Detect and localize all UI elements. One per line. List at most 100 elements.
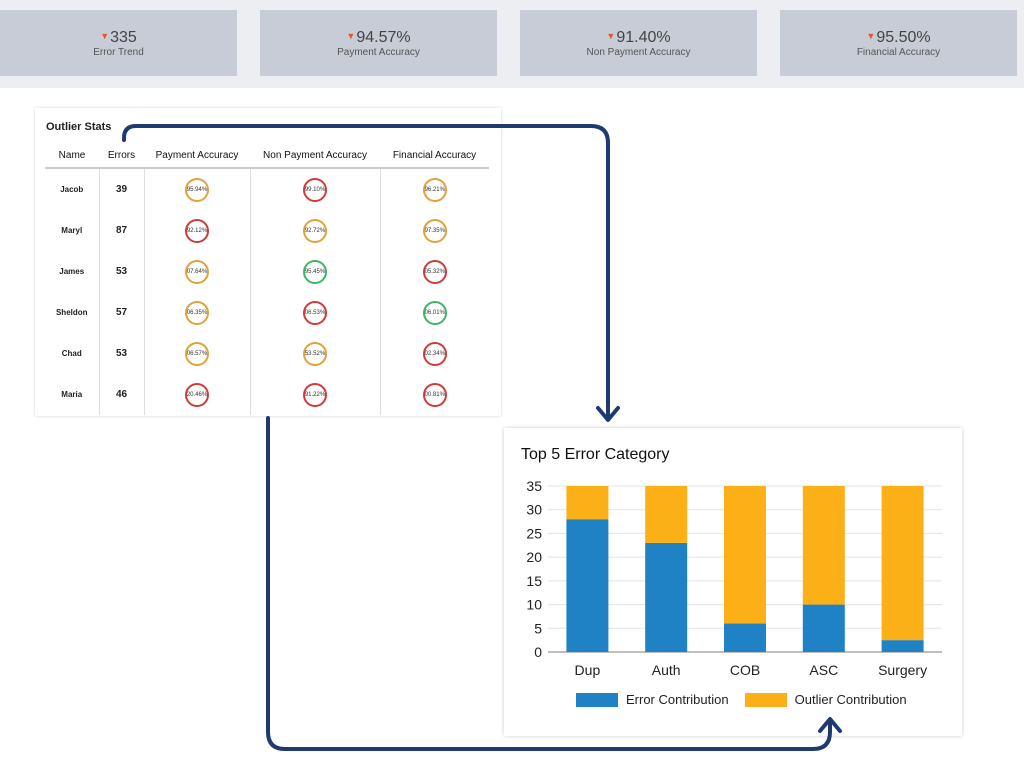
stacked-bar-chart: 0 5 10 15 20 25 30 35 Dup Auth COB ASC Surgery (526, 478, 942, 678)
cell-name: Maria (61, 390, 83, 399)
cell-payment-accuracy: 07.64% (143, 251, 250, 292)
kpi-error-trend[interactable]: ▼335 Error Trend (0, 10, 237, 76)
cell-payment-accuracy: 06.57% (143, 333, 250, 374)
legend-label: Error Contribution (626, 692, 729, 707)
cell-non-payment-accuracy: 99.10% (249, 168, 380, 210)
cell-financial-accuracy: 06.01% (379, 292, 489, 333)
cell-payment-accuracy: 95.94% (143, 168, 250, 210)
outlier-stats-table: Name Errors Payment Accuracy Non Payment… (45, 143, 489, 415)
x-tick-label: Auth (652, 662, 681, 678)
accuracy-ring[interactable]: 00.81% (422, 382, 447, 407)
accuracy-ring[interactable]: 53.52% (303, 341, 327, 366)
bar-segment-error (566, 519, 609, 652)
column-header-name[interactable]: Name (45, 143, 99, 169)
accuracy-ring[interactable]: 06.35% (185, 300, 209, 325)
down-arrow-icon: ▼ (346, 31, 356, 41)
table-row[interactable]: Chad 53 06.57% 53.52% 02.34% (45, 333, 489, 374)
kpi-label: Error Trend (93, 47, 144, 58)
kpi-label: Payment Accuracy (337, 47, 420, 58)
kpi-strip: ▼335 Error Trend ▼94.57% Payment Accurac… (0, 0, 1024, 88)
cell-errors: 53 (98, 333, 144, 374)
table-row[interactable]: Sheldon 57 06.35% 06.53% 06.01% (45, 292, 489, 333)
accuracy-ring[interactable]: 06.53% (303, 300, 327, 325)
column-header-financial-accuracy[interactable]: Financial Accuracy (380, 143, 489, 169)
accuracy-ring[interactable]: 92.12% (185, 218, 209, 243)
kpi-label: Non Payment Accuracy (586, 47, 691, 58)
kpi-value: 91.40% (616, 29, 671, 46)
table-header-row: Name Errors Payment Accuracy Non Payment… (45, 143, 489, 169)
kpi-non-payment-accuracy[interactable]: ▼91.40% Non Payment Accuracy (520, 10, 757, 76)
table-row[interactable]: Maria 46 20.46% 91.22% 00.81% (45, 374, 489, 415)
accuracy-ring[interactable]: 91.22% (303, 382, 327, 407)
x-tick-label: Surgery (878, 662, 927, 678)
cell-errors: 57 (98, 292, 144, 333)
arrowhead-icon (596, 406, 620, 422)
top-error-category-card: Top 5 Error Category 0 5 10 15 20 25 30 35 Dup Au… (504, 428, 962, 736)
column-header-payment-accuracy[interactable]: Payment Accuracy (144, 143, 250, 169)
cell-non-payment-accuracy: 95.45% (249, 251, 380, 292)
accuracy-ring[interactable]: 07.64% (185, 259, 209, 284)
y-tick-label: 15 (526, 573, 542, 589)
accuracy-ring[interactable]: 99.10% (303, 177, 327, 202)
y-tick-label: 25 (526, 525, 542, 541)
bar-segment-error (881, 640, 924, 652)
table-row[interactable]: Jacob 39 95.94% 99.10% 96.21% (45, 168, 489, 210)
accuracy-ring[interactable]: 92.72% (303, 218, 327, 243)
cell-payment-accuracy: 92.12% (143, 210, 250, 251)
cell-non-payment-accuracy: 92.72% (249, 210, 380, 251)
x-tick-label: ASC (809, 662, 838, 678)
outlier-stats-card: Outlier Stats Name Errors Payment Accura… (35, 108, 501, 416)
y-tick-label: 0 (534, 644, 542, 660)
accuracy-ring[interactable]: 95.94% (185, 177, 209, 202)
table-row[interactable]: James 53 07.64% 95.45% 05.32% (45, 251, 489, 292)
column-header-non-payment-accuracy[interactable]: Non Payment Accuracy (250, 143, 380, 169)
legend-item-outlier-contribution[interactable]: Outlier Contribution (744, 692, 907, 707)
accuracy-ring[interactable]: 06.01% (422, 300, 447, 325)
accuracy-ring[interactable]: 95.45% (303, 259, 327, 284)
cell-name: Jacob (60, 185, 84, 194)
accuracy-ring[interactable]: 05.32% (422, 259, 447, 284)
y-tick-label: 30 (526, 502, 542, 518)
x-tick-label: COB (730, 662, 760, 678)
y-tick-label: 5 (534, 620, 542, 636)
accuracy-ring[interactable]: 20.46% (185, 382, 209, 407)
kpi-value: 94.57% (356, 29, 411, 46)
accuracy-ring[interactable]: 02.34% (422, 341, 447, 366)
cell-errors: 46 (98, 374, 144, 415)
y-tick-label: 20 (526, 549, 542, 565)
cell-financial-accuracy: 96.21% (379, 168, 489, 210)
kpi-label: Financial Accuracy (856, 47, 941, 58)
cell-errors: 87 (98, 210, 144, 251)
legend-swatch (744, 692, 787, 707)
cell-non-payment-accuracy: 53.52% (249, 333, 380, 374)
bar-segment-outlier (881, 486, 924, 641)
bar-segment-outlier (802, 486, 845, 605)
cell-non-payment-accuracy: 91.22% (249, 374, 380, 415)
x-tick-label: Dup (575, 662, 601, 678)
cell-name: Chad (61, 349, 82, 358)
accuracy-ring[interactable]: 97.35% (422, 218, 447, 243)
cell-financial-accuracy: 05.32% (379, 251, 489, 292)
bar-segment-error (645, 542, 688, 652)
cell-errors: 39 (98, 168, 144, 210)
cell-errors: 53 (98, 251, 144, 292)
cell-financial-accuracy: 02.34% (379, 333, 489, 374)
kpi-value: 335 (110, 29, 137, 46)
cell-name: Sheldon (55, 308, 88, 317)
accuracy-ring[interactable]: 06.57% (185, 341, 209, 366)
cell-financial-accuracy: 97.35% (379, 210, 489, 251)
y-tick-label: 35 (526, 478, 542, 494)
bar-segment-error (802, 604, 845, 652)
kpi-payment-accuracy[interactable]: ▼94.57% Payment Accuracy (260, 10, 497, 76)
accuracy-ring[interactable]: 96.21% (422, 177, 447, 202)
legend-item-error-contribution[interactable]: Error Contribution (576, 692, 729, 707)
legend-label: Outlier Contribution (794, 692, 907, 707)
kpi-value: 95.50% (876, 29, 931, 46)
cell-non-payment-accuracy: 06.53% (249, 292, 380, 333)
bar-segment-outlier (566, 486, 609, 520)
bar-segment-outlier (724, 486, 766, 624)
kpi-financial-accuracy[interactable]: ▼95.50% Financial Accuracy (780, 10, 1017, 76)
table-row[interactable]: Maryl 87 92.12% 92.72% 97.35% (45, 210, 489, 251)
cell-payment-accuracy: 06.35% (143, 292, 250, 333)
column-header-errors[interactable]: Errors (99, 143, 144, 169)
